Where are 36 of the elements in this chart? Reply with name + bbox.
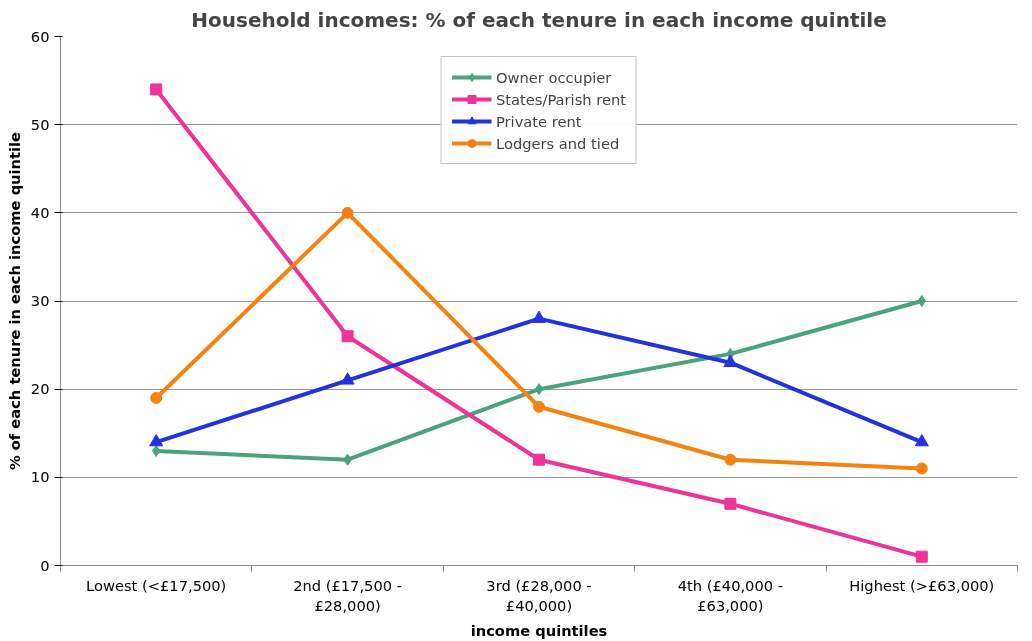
- point: [532, 310, 546, 323]
- legend-label: Lodgers and tied: [496, 134, 620, 152]
- point: [533, 400, 545, 413]
- point: [341, 330, 354, 343]
- point: [914, 434, 929, 447]
- y-tick-label: 50: [30, 115, 50, 133]
- point: [150, 391, 163, 404]
- x-tick-label: Highest (>£63,000): [849, 576, 995, 594]
- point: [150, 83, 163, 96]
- legend-label: Private rent: [496, 112, 582, 130]
- x-tick-label: Lowest (<£17,500): [86, 576, 227, 594]
- point: [341, 206, 354, 219]
- point: [915, 550, 928, 563]
- point: [724, 497, 737, 510]
- point: [915, 462, 928, 475]
- point: [917, 295, 926, 307]
- y-tick-label: 60: [30, 27, 50, 45]
- x-tick-label: 4th (£40,000 - £63,000): [677, 576, 784, 614]
- point: [534, 383, 544, 396]
- legend-label: States/Parish rent: [496, 90, 626, 108]
- point: [340, 372, 355, 385]
- point: [533, 453, 545, 466]
- y-tick-label: 30: [30, 292, 50, 309]
- legend-label: Owner occupier: [496, 68, 612, 86]
- x-tick-label: 2nd (£17,500 - £28,000): [293, 576, 403, 614]
- x-axis-title: income quintiles: [470, 621, 608, 639]
- y-tick-label: 20: [30, 380, 50, 398]
- chart-title: Household incomes: % of each tenure in each income quintile: [191, 7, 887, 32]
- y-tick-label: 0: [40, 556, 50, 574]
- x-tick-label: 3rd (£28,000 - £40,000): [486, 576, 592, 614]
- point: [724, 453, 737, 466]
- point: [723, 354, 738, 367]
- y-tick-label: 10: [30, 468, 50, 486]
- y-tick-label: 40: [30, 203, 50, 221]
- y-axis-title: % of each tenure in each income quintile: [5, 131, 23, 470]
- point: [149, 434, 164, 447]
